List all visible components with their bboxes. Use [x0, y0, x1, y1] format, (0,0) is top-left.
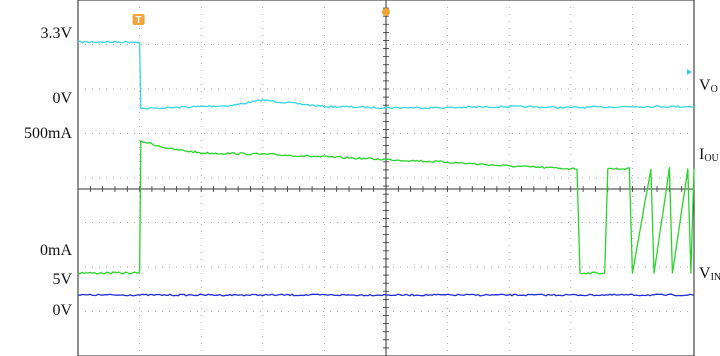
iout-trace — [77, 140, 695, 275]
vout-zero-label: 0V — [52, 90, 72, 107]
vin-zero-label: 0V — [52, 302, 72, 319]
iout-zero-label: 0mA — [40, 242, 72, 259]
vout-trace — [77, 40, 695, 110]
vout-high-label: 3.3V — [40, 25, 72, 42]
trigger-marker: T — [132, 14, 145, 26]
vout-level-marker — [687, 69, 692, 75]
vin-trace — [77, 293, 695, 297]
grid — [77, 0, 695, 356]
iout-series-label: IOU — [699, 146, 719, 164]
iout-500ma-label: 500mA — [24, 125, 72, 142]
vout-series-label: VO — [699, 77, 718, 95]
vin-5v-label: 5V — [52, 271, 72, 288]
trigger-label: T — [136, 15, 142, 26]
traces — [77, 40, 695, 297]
center-marker — [382, 8, 390, 16]
vin-series-label: VIN — [699, 265, 720, 283]
trigger-box — [132, 14, 145, 25]
markers: T — [132, 8, 692, 75]
